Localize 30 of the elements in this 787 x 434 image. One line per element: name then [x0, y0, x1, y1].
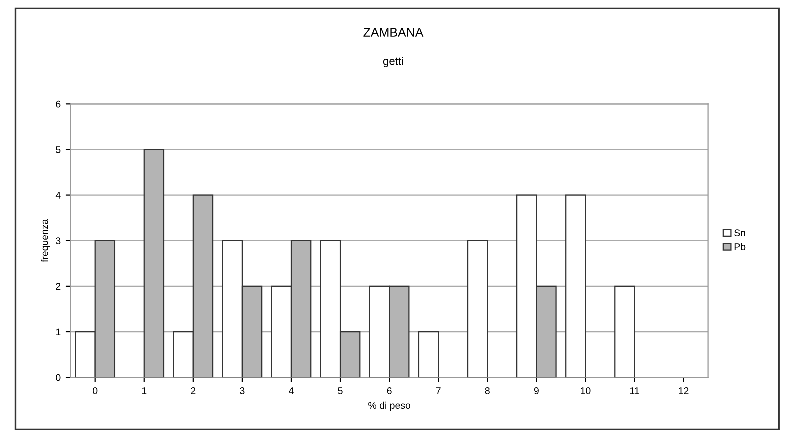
- y-tick-label: 3: [56, 238, 61, 244]
- legend-label: Sn: [734, 230, 746, 237]
- bar: [418, 331, 440, 378]
- x-tick-label: 4: [289, 388, 294, 394]
- x-tick-label: 3: [240, 388, 245, 394]
- x-tick-label: 12: [679, 388, 689, 394]
- bar: [467, 240, 488, 378]
- x-tick-label: 5: [338, 388, 343, 394]
- x-axis-title: % di peso: [368, 402, 411, 411]
- chart-title: ZAMBANA: [364, 28, 424, 37]
- x-tick-label: 7: [436, 388, 441, 394]
- x-tick-label: 6: [387, 388, 392, 394]
- y-tick-label: 2: [56, 283, 61, 290]
- y-tick-label: 0: [56, 374, 61, 382]
- x-tick-label: 11: [630, 388, 640, 394]
- y-axis-title: frequenza: [41, 219, 50, 262]
- y-tick-label: 1: [56, 328, 61, 336]
- chart-subtitle: getti: [383, 57, 404, 68]
- y-tick-label: 6: [56, 100, 61, 108]
- x-tick-label: 9: [534, 388, 539, 394]
- x-tick-label: 0: [93, 388, 98, 394]
- y-tick-label: 5: [56, 146, 61, 154]
- legend-label: Pb: [734, 243, 746, 250]
- x-tick-label: 10: [581, 388, 591, 394]
- bar: [614, 286, 636, 378]
- bar: [566, 194, 586, 378]
- x-tick-label: 1: [142, 388, 147, 394]
- x-tick-label: 2: [191, 388, 196, 394]
- x-tick-label: 8: [485, 388, 490, 394]
- y-tick-label: 4: [56, 192, 61, 199]
